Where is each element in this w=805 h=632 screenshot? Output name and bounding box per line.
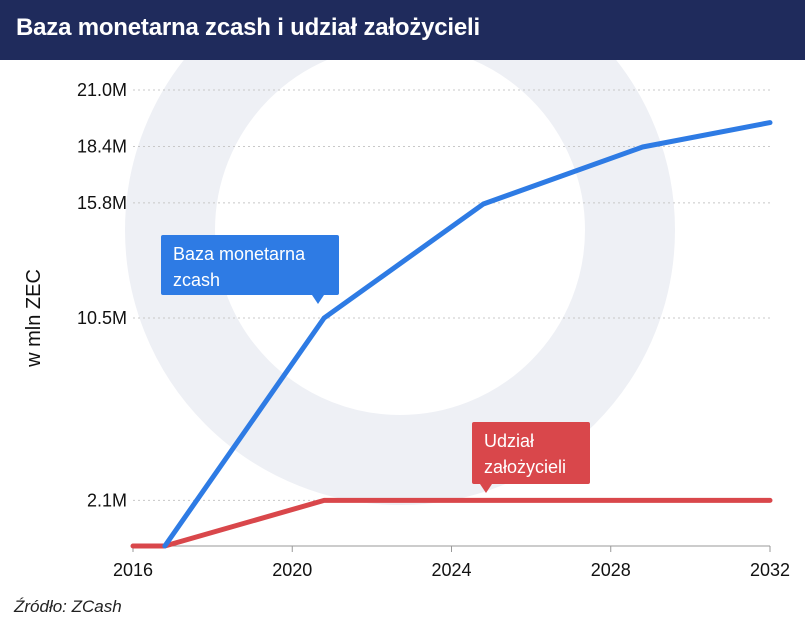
background-watermark-ring bbox=[125, 0, 675, 505]
y-tick-label: 21.0M bbox=[77, 80, 127, 100]
callout-baza-monetarna-pointer bbox=[312, 295, 324, 304]
source-note: Źródło: ZCash bbox=[14, 597, 122, 616]
callout-udzial-zalozycieli-pointer bbox=[480, 484, 492, 493]
series-line-baza-monetarna bbox=[162, 120, 773, 549]
chart-header: Baza monetarna zcash i udział założyciel… bbox=[0, 0, 805, 60]
callout-baza-monetarna: Baza monetarna zcash bbox=[161, 235, 339, 304]
callout-udzial-zalozycieli-text: założycieli bbox=[484, 457, 566, 477]
y-tick-label: 2.1M bbox=[87, 490, 127, 510]
x-tick-label: 2024 bbox=[431, 560, 471, 580]
x-tick-label: 2020 bbox=[272, 560, 312, 580]
x-tick-label: 2032 bbox=[750, 560, 790, 580]
x-tick-label: 2016 bbox=[113, 560, 153, 580]
callout-baza-monetarna-text: zcash bbox=[173, 270, 220, 290]
callout-baza-monetarna-box bbox=[161, 235, 339, 295]
y-axis-label: w mln ZEC bbox=[23, 269, 45, 368]
x-tick-label: 2028 bbox=[591, 560, 631, 580]
callout-udzial-zalozycieli: Udział założycieli bbox=[472, 422, 590, 493]
callout-baza-monetarna-text: Baza monetarna bbox=[173, 244, 306, 264]
callout-udzial-zalozycieli-text: Udział bbox=[484, 431, 534, 451]
y-tick-label: 15.8M bbox=[77, 193, 127, 213]
chart-title: Baza monetarna zcash i udział założyciel… bbox=[16, 14, 480, 41]
callout-udzial-zalozycieli-box bbox=[472, 422, 590, 484]
y-tick-label: 18.4M bbox=[77, 136, 127, 156]
chart-area: 2.1M 10.5M 15.8M 18.4M 21.0M 2016 2020 2024 2028… bbox=[0, 0, 805, 600]
line-chart: 2.1M 10.5M 15.8M 18.4M 21.0M 2016 2020 2024 2028… bbox=[23, 0, 790, 580]
series-line-udzial-zalozycieli bbox=[130, 497, 773, 549]
y-tick-label: 10.5M bbox=[77, 308, 127, 328]
